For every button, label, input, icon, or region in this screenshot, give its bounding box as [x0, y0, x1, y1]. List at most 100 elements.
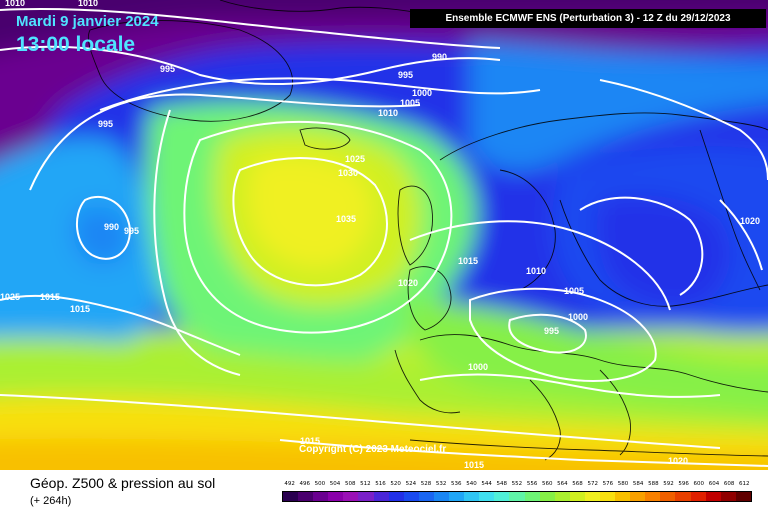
scale-swatch	[539, 492, 555, 501]
scale-label: 576	[602, 481, 614, 487]
scale-swatch	[615, 492, 631, 501]
isobar-label: 1010	[378, 108, 398, 118]
scale-swatch	[705, 492, 721, 501]
scale-label: 508	[344, 481, 356, 487]
scale-label: 532	[435, 481, 447, 487]
isobars	[0, 8, 768, 467]
isobar-label: 1015	[464, 460, 484, 470]
scale-swatch	[403, 492, 419, 501]
forecast-date: Mardi 9 janvier 2024	[16, 13, 159, 30]
scale-label: 600	[693, 481, 705, 487]
scale-label: 584	[632, 481, 644, 487]
isobar-label: 995	[398, 70, 413, 80]
scale-label: 612	[739, 481, 750, 487]
model-run-title: Ensemble ECMWF ENS (Perturbation 3) - 12…	[410, 9, 766, 28]
scale-swatch	[479, 492, 495, 501]
isobar-label: 1015	[300, 436, 320, 446]
isobar-labels: 1010 1010 995 990 995 1000 1005 1010 995…	[0, 0, 760, 470]
scale-swatch	[720, 492, 736, 501]
scale-label: 552	[511, 481, 523, 487]
isobar-label: 1010	[5, 0, 25, 8]
scale-label: 516	[375, 481, 386, 487]
isobar-label: 1015	[458, 256, 478, 266]
isobar-label: 995	[124, 226, 139, 236]
isobar-label: 1025	[345, 154, 365, 164]
scale-swatch	[464, 492, 480, 501]
scale-label: 524	[405, 481, 417, 487]
scale-swatch	[313, 492, 329, 501]
isobar-label: 1000	[412, 88, 432, 98]
scale-swatch	[509, 492, 525, 501]
scale-swatch	[584, 492, 600, 501]
scale-label: 572	[587, 481, 598, 487]
coastlines	[87, 0, 768, 461]
scale-label: 560	[541, 481, 553, 487]
scale-label: 500	[314, 481, 326, 487]
isobar-label: 1000	[468, 362, 488, 372]
scale-label: 540	[466, 481, 477, 487]
color-scale-bar	[282, 491, 752, 502]
scale-swatch	[373, 492, 389, 501]
scale-swatch	[449, 492, 465, 501]
scale-swatch	[494, 492, 510, 501]
scale-swatch	[358, 492, 374, 501]
scale-label: 592	[663, 481, 674, 487]
scale-swatch	[298, 492, 314, 501]
scale-label: 536	[451, 481, 462, 487]
scale-label: 512	[360, 481, 371, 487]
isobar-label: 1035	[336, 214, 356, 224]
isobar-label: 995	[160, 64, 175, 74]
scale-label: 608	[723, 481, 735, 487]
scale-swatch	[554, 492, 570, 501]
geopotential-pressure-map: 1010 1010 995 990 995 1000 1005 1010 995…	[0, 0, 768, 470]
scale-swatch	[599, 492, 616, 501]
color-scale-labels: 492 496 500 504 508 512 516 520 524 528 532 536 540 5…	[282, 481, 752, 490]
scale-swatch	[524, 492, 540, 501]
scale-swatch	[418, 492, 434, 501]
isobar-label: 1025	[0, 292, 20, 302]
isobar-label: 1010	[526, 266, 546, 276]
scale-swatch	[675, 492, 691, 501]
field-label: Géop. Z500 & pression au sol	[30, 475, 216, 491]
forecast-local-time: 13:00 locale	[16, 33, 136, 56]
scale-label: 528	[420, 481, 432, 487]
isobar-label: 1020	[740, 216, 760, 226]
scale-label: 568	[572, 481, 583, 487]
isobar-label: 1010	[78, 0, 98, 8]
isobar-label: 1005	[400, 98, 420, 108]
scale-label: 544	[481, 481, 492, 487]
scale-swatch	[690, 492, 706, 501]
scale-label: 588	[648, 481, 659, 487]
scale-swatch	[343, 492, 359, 501]
isobar-label: 990	[104, 222, 119, 232]
isobar-label: 1020	[398, 278, 418, 288]
scale-swatch	[569, 492, 585, 501]
scale-swatch	[645, 492, 661, 501]
isobar-label: 1000	[568, 312, 588, 322]
geopotential-field	[0, 0, 768, 470]
scale-swatch	[735, 492, 751, 501]
scale-swatch	[433, 492, 450, 501]
scale-swatch	[328, 492, 344, 501]
isobar-label: 1030	[338, 168, 358, 178]
scale-label: 520	[390, 481, 401, 487]
isobar-label: 995	[544, 326, 559, 336]
scale-label: 580	[617, 481, 629, 487]
scale-swatch	[388, 492, 404, 501]
chart-footer: Géop. Z500 & pression au sol (+ 264h) 49…	[0, 470, 768, 512]
scale-label: 596	[678, 481, 689, 487]
lead-time: (+ 264h)	[30, 495, 72, 507]
isobar-label: 1005	[564, 286, 584, 296]
scale-label: 556	[526, 481, 538, 487]
isobar-label: 995	[98, 119, 113, 129]
scale-swatch	[660, 492, 676, 501]
scale-label: 604	[708, 481, 720, 487]
scale-label: 496	[299, 481, 310, 487]
isobar-label: 1020	[668, 456, 688, 466]
isobar-label: 990	[432, 52, 447, 62]
scale-swatch	[283, 492, 299, 501]
scale-label: 548	[496, 481, 508, 487]
scale-swatch	[630, 492, 646, 501]
isobar-label: 1015	[70, 304, 90, 314]
